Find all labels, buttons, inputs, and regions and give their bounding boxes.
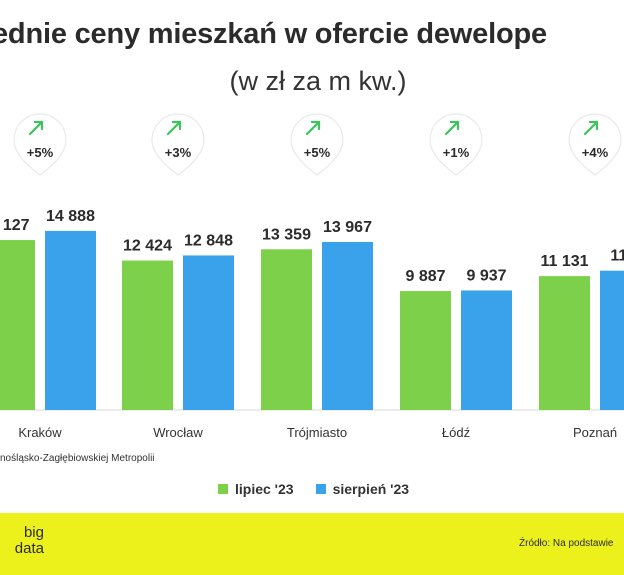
bar-value-label: 9 887 <box>405 268 445 285</box>
change-badge <box>568 113 622 176</box>
legend-swatch-sierpien <box>315 484 326 494</box>
footnote: nośląsko-Zagłębiowskiej Metropolii <box>0 453 155 464</box>
bar-value-label: 4 127 <box>0 217 30 234</box>
bigdata-logo: big data <box>0 525 44 557</box>
change-label: +1% <box>443 145 470 160</box>
logo-line-1: big <box>23 524 44 541</box>
bar-sierpien <box>600 270 624 410</box>
up-right-arrow-icon <box>444 120 460 136</box>
chart-subtitle: (w zł za m kw.) <box>229 66 407 96</box>
bar-lipiec <box>0 240 35 410</box>
source-note: Źródło: Na podstawie <box>519 538 614 549</box>
up-right-arrow-icon <box>305 120 321 136</box>
bar-value-label: 12 424 <box>123 238 172 255</box>
legend-label-lipiec: lipiec '23 <box>235 481 294 497</box>
category-label: Trójmiasto <box>287 425 347 440</box>
bar-sierpien <box>322 241 373 410</box>
legend-swatch-lipiec <box>218 484 228 494</box>
chart-title: ednie ceny mieszkań w ofercie dewelope <box>0 18 547 50</box>
up-right-arrow-icon <box>166 120 182 136</box>
bar-value-label: 13 967 <box>323 219 372 236</box>
legend-item-sierpien: sierpień '23 <box>315 481 410 497</box>
bar-sierpien <box>461 290 512 410</box>
legend-item-lipiec: lipiec '23 <box>218 481 294 497</box>
bar-lipiec <box>261 249 312 410</box>
change-label: +3% <box>165 145 192 160</box>
footer-bar: big data Źródło: Na podstawie <box>0 513 624 575</box>
bar-lipiec <box>400 291 451 410</box>
category-label: Poznań <box>573 425 617 440</box>
category-label: Wrocław <box>153 425 203 440</box>
legend-label-sierpien: sierpień '23 <box>332 481 410 497</box>
change-label: +4% <box>582 145 609 160</box>
change-badge <box>290 113 344 176</box>
bar-sierpien <box>183 255 234 410</box>
change-badge <box>429 113 483 176</box>
up-right-arrow-icon <box>583 120 599 136</box>
change-label: +5% <box>27 145 54 160</box>
bar-value-label: 11 5 <box>610 248 624 265</box>
bar-chart: 4 127 14 888 Kraków +5% 12 424 12 848 Wrocław +… <box>0 113 624 440</box>
category-label: Kraków <box>18 425 62 440</box>
bar-value-label: 12 848 <box>184 232 233 249</box>
change-label: +5% <box>304 145 331 160</box>
bar-value-label: 9 937 <box>466 267 506 284</box>
bar-lipiec <box>122 260 173 410</box>
change-badge <box>13 113 67 176</box>
legend: lipiec '23 sierpień '23 <box>218 481 409 497</box>
bar-value-label: 13 359 <box>262 226 311 243</box>
category-label: Łódź <box>442 425 470 440</box>
bar-sierpien <box>45 230 96 410</box>
up-right-arrow-icon <box>28 120 44 136</box>
bar-lipiec <box>539 276 590 410</box>
change-badge <box>151 113 205 176</box>
logo-line-2: data <box>14 540 44 557</box>
bar-value-label: 11 131 <box>540 253 588 270</box>
bar-value-label: 14 888 <box>46 208 95 225</box>
